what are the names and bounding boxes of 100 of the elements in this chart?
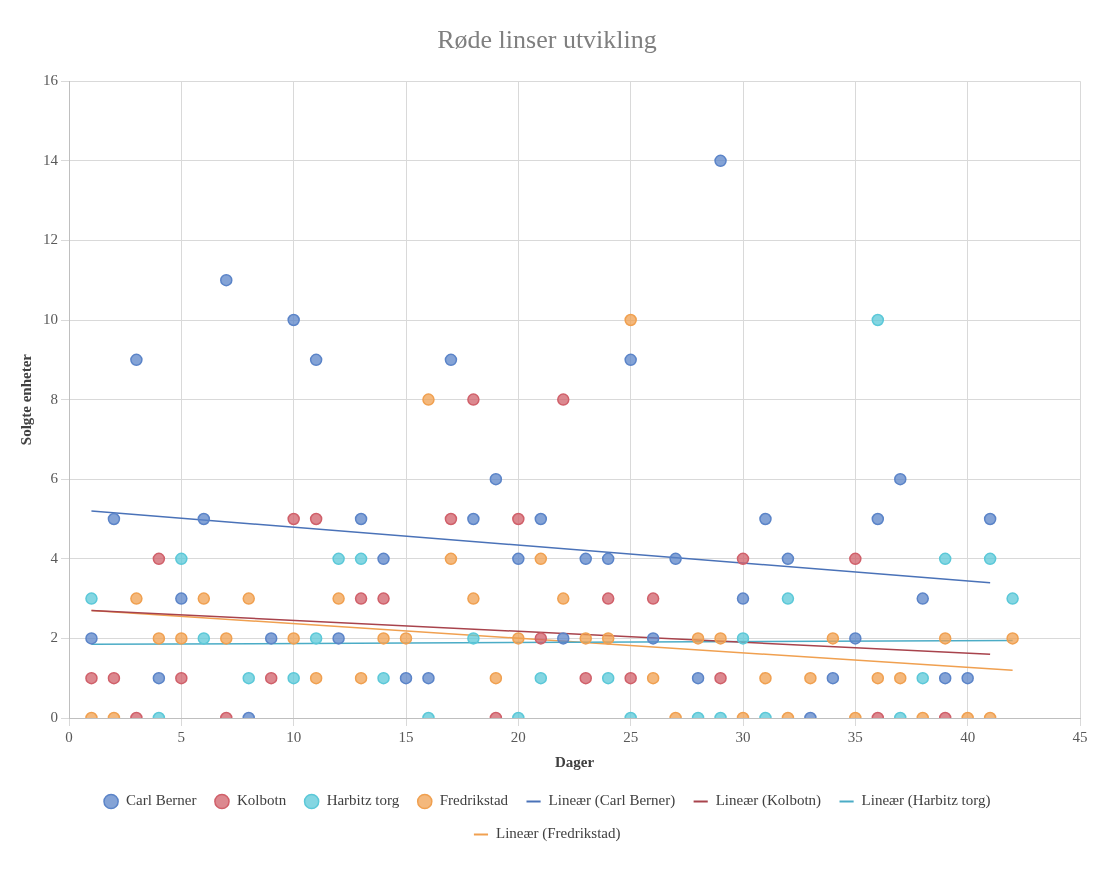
y-axis-title: Solgte enheter — [17, 353, 34, 446]
point — [534, 512, 548, 526]
y-tick-label: 2 — [50, 629, 58, 646]
point — [399, 671, 413, 685]
point — [467, 393, 480, 406]
point — [916, 592, 929, 605]
point — [107, 671, 121, 685]
point — [309, 671, 323, 685]
point — [377, 592, 390, 605]
point — [354, 512, 368, 526]
y-tick-label: 14 — [43, 151, 59, 168]
point — [175, 552, 188, 566]
point — [332, 592, 345, 605]
point — [736, 632, 750, 645]
legend-label: Carl Berner — [126, 792, 197, 809]
point — [85, 592, 98, 605]
point — [871, 313, 885, 327]
point — [894, 671, 907, 685]
point — [781, 592, 795, 605]
point — [781, 552, 795, 566]
point — [736, 552, 750, 566]
point — [130, 353, 143, 367]
x-tick-label: 15 — [398, 728, 414, 745]
point — [354, 671, 368, 685]
y-tick-label: 12 — [43, 231, 58, 248]
x-tick-label: 40 — [960, 728, 976, 745]
point — [287, 512, 300, 526]
point — [220, 632, 233, 645]
point — [175, 671, 188, 685]
y-tick-label: 4 — [50, 549, 59, 566]
point — [309, 353, 323, 367]
y-tick-label: 10 — [43, 310, 58, 327]
point — [287, 671, 300, 685]
point — [107, 512, 121, 526]
point — [894, 472, 907, 486]
x-axis-title: Dager — [554, 753, 595, 770]
point — [736, 592, 750, 605]
legend-label: Lineær (Carl Berner) — [548, 792, 676, 810]
point — [557, 393, 570, 406]
point — [332, 632, 345, 645]
legend-label: Harbitz torg — [326, 792, 400, 809]
x-tick-label: 0 — [65, 728, 73, 745]
point — [377, 552, 390, 566]
point — [197, 632, 211, 645]
point — [287, 632, 300, 645]
x-tick-label: 25 — [623, 728, 639, 745]
point — [152, 671, 166, 685]
point — [422, 671, 435, 685]
point — [512, 512, 525, 526]
point — [714, 671, 727, 685]
point — [377, 632, 390, 645]
point — [399, 632, 413, 645]
point — [601, 552, 615, 566]
legend-label: Fredrikstad — [439, 792, 509, 809]
point — [512, 552, 525, 566]
point — [579, 552, 592, 566]
point — [444, 353, 458, 367]
point — [983, 512, 997, 526]
point — [489, 472, 503, 486]
point — [197, 512, 211, 526]
point — [444, 512, 458, 526]
point — [512, 632, 525, 645]
point — [804, 671, 817, 685]
point — [601, 632, 615, 645]
y-tick-label: 8 — [50, 390, 58, 407]
point — [130, 592, 143, 605]
legend-label: Lineær (Fredrikstad) — [495, 825, 621, 843]
x-tick-label: 10 — [286, 728, 302, 745]
point — [175, 632, 188, 645]
point — [264, 632, 278, 645]
point — [534, 632, 548, 645]
point — [1006, 592, 1019, 605]
point — [871, 671, 885, 685]
point — [961, 671, 974, 685]
point — [534, 671, 548, 685]
point — [534, 552, 548, 566]
point — [332, 552, 345, 566]
point — [759, 671, 772, 685]
point — [175, 592, 188, 605]
x-tick-label: 35 — [847, 728, 863, 745]
legend-label: Lineær (Harbitz torg) — [861, 792, 991, 810]
x-tick-label: 45 — [1072, 728, 1088, 745]
point — [938, 632, 952, 645]
point — [691, 632, 705, 645]
point — [826, 632, 840, 645]
point — [242, 592, 255, 605]
chart-title: Røde linser utvikling — [437, 25, 657, 55]
x-tick-label: 5 — [177, 728, 186, 745]
point — [354, 592, 368, 605]
point — [601, 671, 615, 685]
point — [871, 512, 885, 526]
point — [354, 552, 368, 566]
point — [849, 632, 862, 645]
point — [579, 632, 592, 645]
y-tick-label: 6 — [50, 470, 59, 487]
point — [624, 313, 637, 327]
point — [624, 671, 637, 685]
point — [377, 671, 390, 685]
point — [197, 592, 211, 605]
point — [220, 273, 233, 287]
